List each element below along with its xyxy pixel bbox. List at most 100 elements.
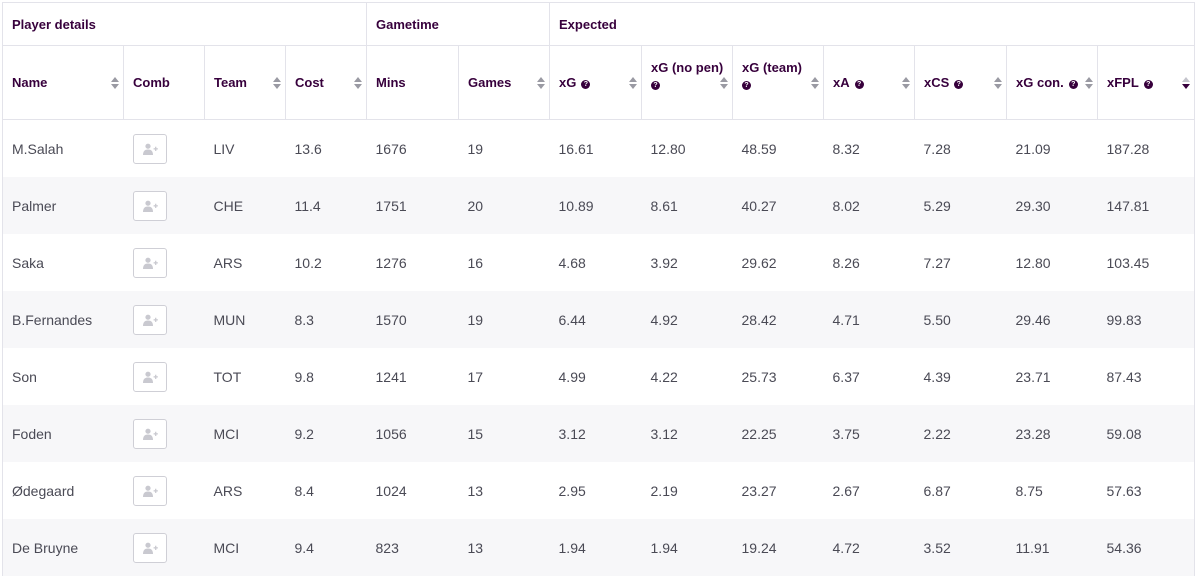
team-cell: CHE	[205, 177, 286, 234]
team-cell: MUN	[205, 291, 286, 348]
column-header-xg-no-pen[interactable]: xG (no pen)?	[642, 46, 733, 120]
column-header-xg-team[interactable]: xG (team)?	[733, 46, 824, 120]
sort-arrows-icon[interactable]	[1085, 77, 1093, 89]
player-name-cell[interactable]: Son	[3, 348, 124, 405]
sort-arrows-icon[interactable]	[273, 77, 281, 89]
column-header-label: xCS	[924, 75, 949, 90]
table-row: Palmer CHE 11.4 1751 20 10.89 8.61 40.27…	[3, 177, 1195, 234]
xg-team-cell: 48.59	[733, 120, 824, 178]
games-cell: 20	[459, 177, 550, 234]
xfpl-cell: 57.63	[1098, 462, 1195, 519]
cost-cell: 11.4	[286, 177, 367, 234]
team-cell: ARS	[205, 462, 286, 519]
cost-cell: 9.8	[286, 348, 367, 405]
player-name[interactable]: De Bruyne	[12, 540, 78, 556]
sort-arrows-icon[interactable]	[720, 77, 728, 89]
player-name-cell[interactable]: B.Fernandes	[3, 291, 124, 348]
help-icon[interactable]: ?	[1144, 80, 1153, 89]
xfpl-cell: 54.36	[1098, 519, 1195, 576]
xfpl-cell: 59.08	[1098, 405, 1195, 462]
xcs-cell: 5.29	[915, 177, 1007, 234]
column-header-xa[interactable]: xA?	[824, 46, 915, 120]
help-icon[interactable]: ?	[581, 80, 590, 89]
sort-arrows-icon[interactable]	[1182, 77, 1190, 89]
comb-add-button[interactable]	[133, 248, 167, 278]
column-header-comb: Comb	[124, 46, 205, 120]
group-gametime: Gametime	[367, 3, 550, 46]
column-header-cost[interactable]: Cost	[286, 46, 367, 120]
player-name[interactable]: B.Fernandes	[12, 312, 92, 328]
player-name-cell[interactable]: Saka	[3, 234, 124, 291]
column-header-xg-con[interactable]: xG con.?	[1007, 46, 1098, 120]
player-name[interactable]: Ødegaard	[12, 483, 74, 499]
player-name[interactable]: M.Salah	[12, 141, 63, 157]
column-header-label: xG con.	[1016, 75, 1064, 90]
xg-no-pen-cell: 3.12	[642, 405, 733, 462]
xcs-cell: 7.28	[915, 120, 1007, 178]
xa-cell: 4.71	[824, 291, 915, 348]
sort-arrows-icon[interactable]	[354, 77, 362, 89]
column-header-team[interactable]: Team	[205, 46, 286, 120]
column-header-xg[interactable]: xG?	[550, 46, 642, 120]
add-user-icon	[142, 485, 158, 497]
sort-arrows-icon[interactable]	[537, 77, 545, 89]
column-header-games[interactable]: Games	[459, 46, 550, 120]
xa-cell: 8.26	[824, 234, 915, 291]
xfpl-cell: 187.28	[1098, 120, 1195, 178]
cost-cell: 8.4	[286, 462, 367, 519]
player-name-cell[interactable]: De Bruyne	[3, 519, 124, 576]
xg-con-cell: 23.28	[1007, 405, 1098, 462]
add-user-icon	[142, 314, 158, 326]
xg-team-cell: 40.27	[733, 177, 824, 234]
column-header-xcs[interactable]: xCS?	[915, 46, 1007, 120]
comb-add-button[interactable]	[133, 305, 167, 335]
sort-arrows-icon[interactable]	[994, 77, 1002, 89]
help-icon[interactable]: ?	[651, 81, 660, 90]
player-name[interactable]: Palmer	[12, 198, 56, 214]
comb-add-button[interactable]	[133, 533, 167, 563]
xa-cell: 2.67	[824, 462, 915, 519]
sort-arrows-icon[interactable]	[902, 77, 910, 89]
team-cell: TOT	[205, 348, 286, 405]
help-icon[interactable]: ?	[855, 80, 864, 89]
help-icon[interactable]: ?	[742, 81, 751, 90]
xfpl-cell: 87.43	[1098, 348, 1195, 405]
mins-cell: 1276	[367, 234, 459, 291]
column-header-xfpl[interactable]: xFPL?	[1098, 46, 1195, 120]
player-name-cell[interactable]: Palmer	[3, 177, 124, 234]
player-name[interactable]: Son	[12, 369, 37, 385]
column-header-mins: Mins	[367, 46, 459, 120]
player-name[interactable]: Foden	[12, 426, 52, 442]
help-icon[interactable]: ?	[1069, 80, 1078, 89]
mins-cell: 1241	[367, 348, 459, 405]
group-player-details: Player details	[3, 3, 367, 46]
help-icon[interactable]: ?	[954, 80, 963, 89]
comb-cell	[124, 291, 205, 348]
comb-add-button[interactable]	[133, 476, 167, 506]
cost-cell: 8.3	[286, 291, 367, 348]
comb-add-button[interactable]	[133, 191, 167, 221]
xg-cell: 4.99	[550, 348, 642, 405]
xg-no-pen-cell: 12.80	[642, 120, 733, 178]
comb-add-button[interactable]	[133, 362, 167, 392]
column-header-label: xG	[559, 75, 576, 90]
sort-arrows-icon[interactable]	[629, 77, 637, 89]
xcs-cell: 6.87	[915, 462, 1007, 519]
sort-arrows-icon[interactable]	[811, 77, 819, 89]
sort-arrows-icon[interactable]	[111, 77, 119, 89]
column-header-name[interactable]: Name	[3, 46, 124, 120]
player-name[interactable]: Saka	[12, 255, 44, 271]
player-name-cell[interactable]: Ødegaard	[3, 462, 124, 519]
xg-con-cell: 21.09	[1007, 120, 1098, 178]
comb-add-button[interactable]	[133, 134, 167, 164]
mins-cell: 1056	[367, 405, 459, 462]
xg-no-pen-cell: 1.94	[642, 519, 733, 576]
player-name-cell[interactable]: M.Salah	[3, 120, 124, 178]
table-row: Foden MCI 9.2 1056 15 3.12 3.12 22.25 3.…	[3, 405, 1195, 462]
player-name-cell[interactable]: Foden	[3, 405, 124, 462]
xg-team-cell: 28.42	[733, 291, 824, 348]
xcs-cell: 4.39	[915, 348, 1007, 405]
group-expected: Expected	[550, 3, 1195, 46]
comb-add-button[interactable]	[133, 419, 167, 449]
xg-cell: 2.95	[550, 462, 642, 519]
